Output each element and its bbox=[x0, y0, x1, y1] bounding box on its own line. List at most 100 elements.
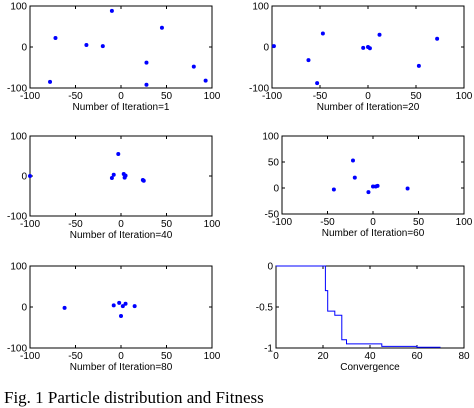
x-tick-label: -100 bbox=[20, 219, 40, 230]
x-tick-label: -50 bbox=[320, 217, 335, 228]
data-point bbox=[405, 186, 410, 191]
data-point bbox=[352, 175, 357, 180]
x-tick-label: -100 bbox=[20, 351, 40, 362]
x-tick-label: -100 bbox=[262, 91, 282, 102]
x-tick-label: 50 bbox=[161, 219, 173, 230]
data-point bbox=[435, 36, 440, 41]
y-tick-label: 100 bbox=[10, 2, 27, 13]
y-tick-label: -100 bbox=[7, 212, 27, 223]
data-point bbox=[119, 314, 123, 319]
data-point bbox=[377, 32, 382, 37]
x-axis-label: Number of Iteration=40 bbox=[70, 230, 173, 241]
data-point bbox=[48, 79, 53, 84]
data-point bbox=[123, 301, 128, 306]
y-tick-label: 0 bbox=[263, 43, 269, 54]
figure-caption: Fig. 1 Particle distribution and Fitness bbox=[4, 388, 264, 407]
y-tick-label: 100 bbox=[10, 132, 27, 143]
data-point bbox=[109, 8, 114, 13]
y-tick-label: 100 bbox=[252, 2, 269, 13]
x-tick-label: 100 bbox=[204, 219, 221, 230]
data-point bbox=[375, 183, 380, 188]
data-point bbox=[132, 304, 137, 309]
x-tick-label: 50 bbox=[410, 91, 422, 102]
plot-frame bbox=[281, 135, 465, 215]
x-tick-label: -50 bbox=[68, 91, 83, 102]
data-point bbox=[320, 31, 325, 36]
y-tick-label: 0 bbox=[21, 43, 27, 54]
y-tick-label: -1 bbox=[264, 344, 273, 355]
x-tick-label: -50 bbox=[313, 91, 328, 102]
data-point bbox=[120, 304, 125, 309]
data-point bbox=[28, 174, 32, 178]
x-tick-label: 50 bbox=[413, 217, 425, 228]
x-tick-label: -100 bbox=[272, 217, 292, 228]
y-tick-label: 0 bbox=[267, 262, 273, 273]
data-point bbox=[159, 25, 164, 30]
x-tick-label: 50 bbox=[161, 351, 173, 362]
data-point bbox=[100, 44, 105, 49]
x-axis-label: Number of Iteration=20 bbox=[317, 102, 420, 113]
data-point bbox=[123, 173, 128, 178]
data-point bbox=[111, 172, 116, 177]
x-tick-label: 60 bbox=[411, 351, 423, 362]
x-tick-label: 0 bbox=[273, 351, 279, 362]
data-point bbox=[416, 63, 421, 68]
data-point bbox=[191, 64, 196, 69]
x-tick-label: 0 bbox=[118, 351, 124, 362]
y-tick-label: -100 bbox=[7, 344, 27, 355]
y-tick-label: 100 bbox=[10, 262, 27, 273]
data-point bbox=[53, 35, 58, 40]
x-tick-label: 0 bbox=[118, 219, 124, 230]
x-tick-label: 50 bbox=[161, 91, 173, 102]
y-tick-label: -100 bbox=[7, 84, 27, 95]
data-point bbox=[306, 58, 311, 63]
x-tick-label: 40 bbox=[364, 351, 376, 362]
y-tick-label: -100 bbox=[249, 84, 269, 95]
y-tick-label: 0 bbox=[273, 184, 279, 195]
x-tick-label: -50 bbox=[68, 219, 83, 230]
x-tick-label: 100 bbox=[204, 351, 221, 362]
x-tick-label: -50 bbox=[68, 351, 83, 362]
x-tick-label: 0 bbox=[365, 91, 371, 102]
data-point bbox=[144, 60, 149, 65]
data-point bbox=[350, 158, 355, 163]
x-axis-label: Number of Iteration=60 bbox=[322, 228, 425, 239]
plot-frame bbox=[29, 5, 213, 89]
data-point bbox=[203, 78, 208, 83]
data-point bbox=[62, 305, 67, 310]
x-axis-label: Number of Iteration=80 bbox=[70, 362, 173, 373]
data-point bbox=[144, 82, 149, 87]
x-tick-label: -100 bbox=[20, 91, 40, 102]
y-tick-label: 0 bbox=[21, 172, 27, 183]
y-tick-label: 50 bbox=[268, 158, 280, 169]
x-tick-label: 80 bbox=[458, 351, 470, 362]
data-point bbox=[140, 178, 145, 182]
data-point bbox=[367, 46, 372, 51]
x-tick-label: 100 bbox=[456, 91, 473, 102]
data-point bbox=[271, 44, 276, 49]
data-point bbox=[116, 152, 121, 156]
x-axis-label: Number of Iteration=1 bbox=[73, 102, 170, 113]
x-tick-label: 100 bbox=[204, 91, 221, 102]
x-axis-label: Convergence bbox=[340, 362, 400, 373]
x-tick-label: 0 bbox=[118, 91, 124, 102]
x-tick-label: 0 bbox=[370, 217, 376, 228]
data-point bbox=[84, 42, 89, 47]
x-tick-label: 100 bbox=[456, 217, 473, 228]
plot-frame bbox=[275, 265, 465, 349]
convergence-line bbox=[276, 265, 441, 348]
data-point bbox=[366, 190, 371, 195]
plot-frame bbox=[29, 135, 213, 217]
data-point bbox=[361, 45, 366, 50]
data-point bbox=[117, 300, 122, 305]
y-tick-label: 0 bbox=[21, 303, 27, 314]
data-point bbox=[109, 176, 114, 180]
data-point bbox=[111, 303, 116, 308]
data-point bbox=[315, 81, 320, 86]
y-tick-label: -0.5 bbox=[256, 303, 274, 314]
y-tick-label: 100 bbox=[262, 132, 279, 143]
data-point bbox=[331, 187, 336, 192]
x-tick-label: 20 bbox=[317, 351, 329, 362]
y-tick-label: -50 bbox=[265, 210, 280, 221]
